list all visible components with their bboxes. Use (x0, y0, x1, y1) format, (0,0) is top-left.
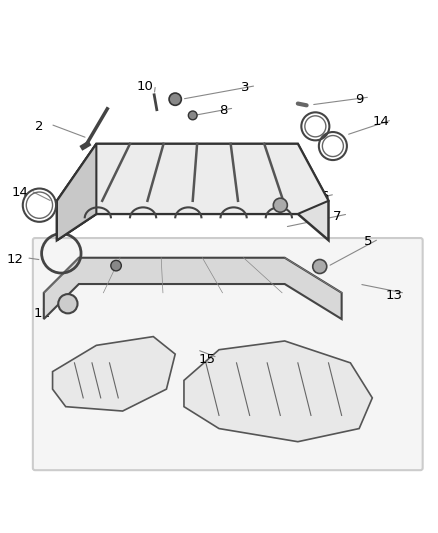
Text: 11: 11 (33, 307, 50, 320)
Text: 6: 6 (320, 190, 328, 203)
Circle shape (169, 93, 181, 106)
Text: 12: 12 (7, 253, 24, 266)
Polygon shape (53, 336, 175, 411)
Circle shape (111, 260, 121, 271)
Polygon shape (57, 144, 328, 240)
FancyBboxPatch shape (33, 238, 423, 470)
Text: 10: 10 (136, 80, 153, 93)
Text: 8: 8 (219, 103, 228, 117)
Polygon shape (57, 144, 96, 240)
Text: 14: 14 (373, 116, 389, 128)
Polygon shape (184, 341, 372, 442)
Text: 3: 3 (241, 82, 250, 94)
Circle shape (58, 294, 78, 313)
Circle shape (188, 111, 197, 120)
Text: 13: 13 (386, 289, 403, 302)
Circle shape (313, 260, 327, 273)
Polygon shape (57, 144, 328, 240)
Text: 7: 7 (333, 209, 342, 223)
Polygon shape (44, 258, 342, 319)
Text: 2: 2 (35, 120, 44, 133)
Text: 4: 4 (85, 261, 94, 274)
Circle shape (273, 198, 287, 212)
Text: 15: 15 (198, 353, 215, 366)
Text: 9: 9 (355, 93, 364, 106)
Text: 14: 14 (11, 187, 28, 199)
Text: 5: 5 (364, 235, 372, 248)
